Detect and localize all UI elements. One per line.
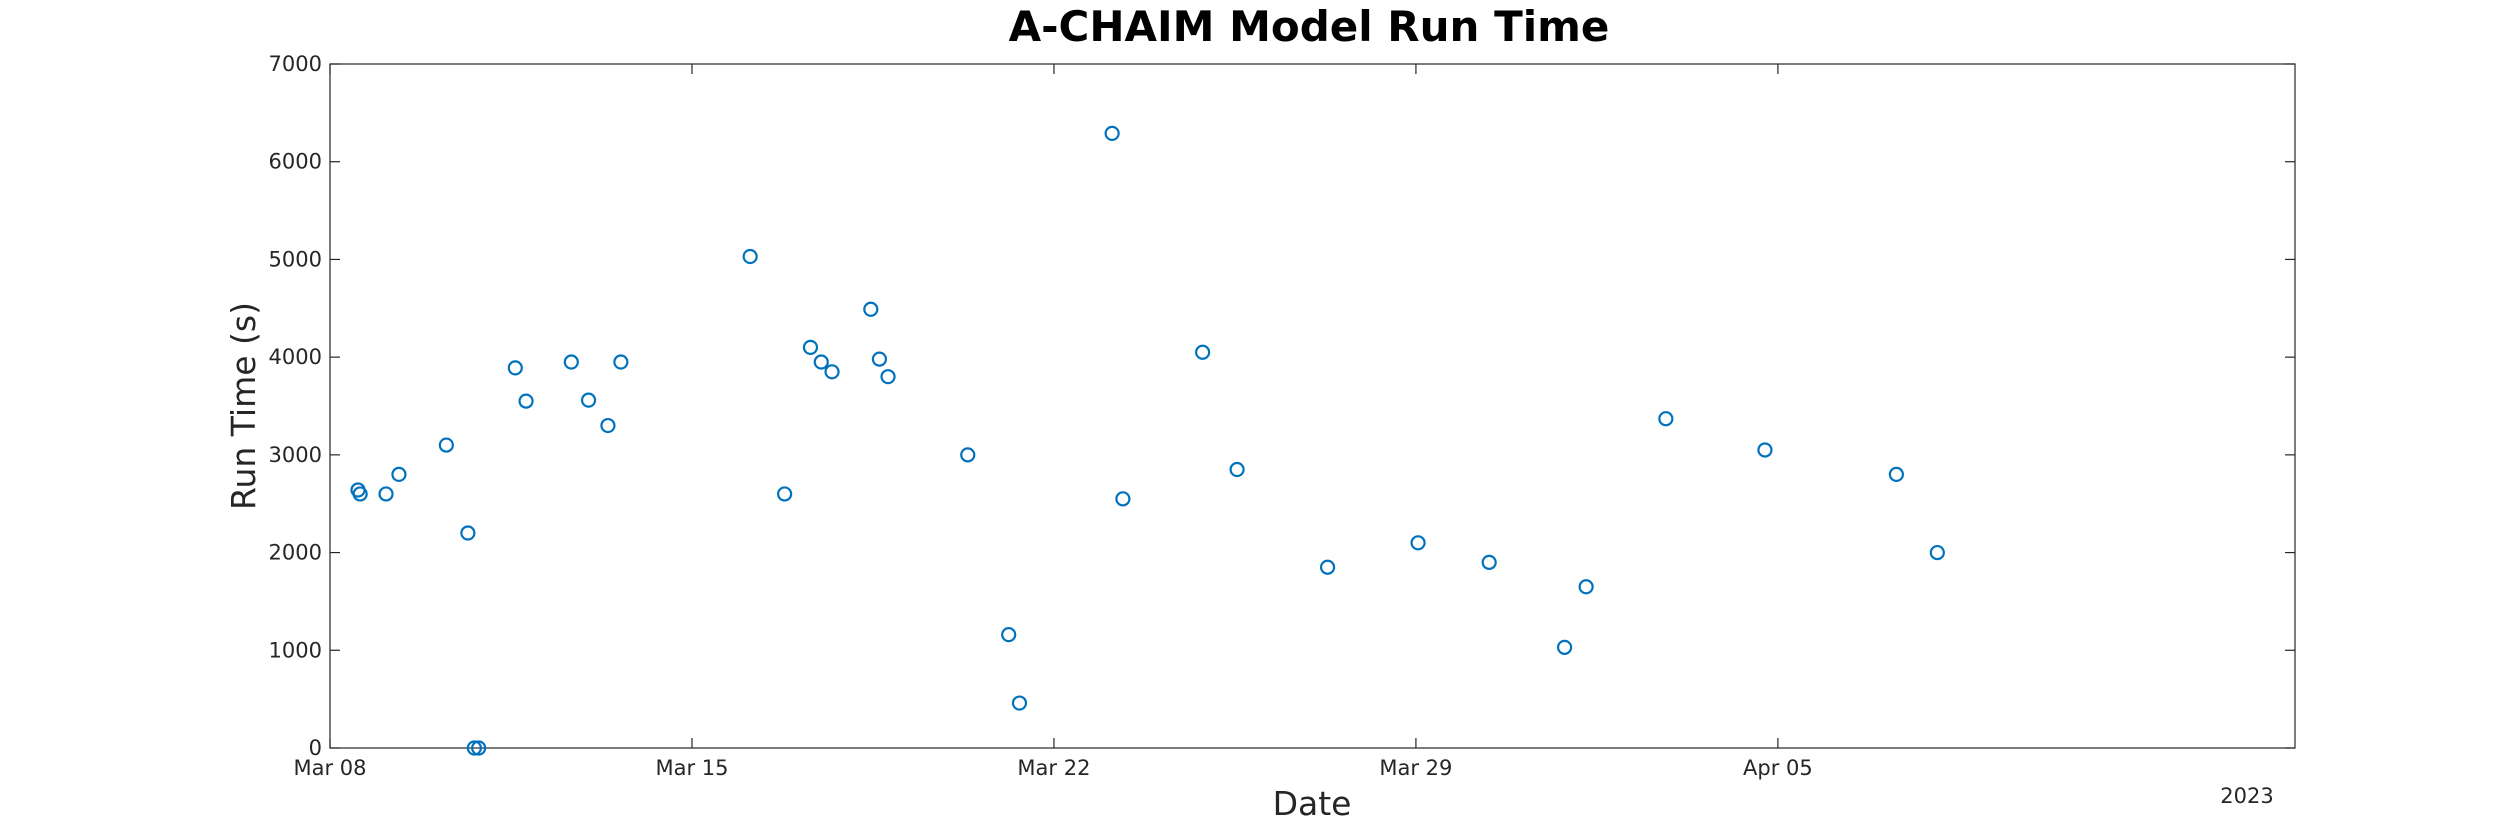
x-axis-label: Date [1273,784,1352,823]
y-tick-label: 4000 [269,345,322,369]
data-point [391,466,407,482]
y-tick-label: 5000 [269,247,322,271]
x-axis-year-label: 2023 [2220,784,2273,808]
y-tick-label: 3000 [269,443,322,467]
data-point [871,351,888,367]
data-point [580,392,597,408]
data-point [1578,579,1594,595]
data-point [960,447,976,463]
chart-title: A-CHAIM Model Run Time [1009,2,1610,51]
data-point [1001,627,1017,643]
data-point [880,369,896,385]
data-point [1104,125,1120,141]
data-point [1481,554,1497,570]
x-tick-label: Mar 29 [1379,756,1452,780]
data-point [1011,695,1028,711]
data-point [1195,344,1211,360]
data-point [1556,639,1573,655]
data-point [518,393,534,409]
x-tick-label: Apr 05 [1743,756,1813,780]
data-point [1115,491,1131,507]
data-point [1888,466,1904,482]
data-point [613,354,629,370]
data-point [1757,442,1773,458]
data-point [1410,535,1426,551]
x-tick-label: Mar 08 [293,756,366,780]
data-point [563,354,579,370]
data-point [352,486,368,502]
data-point [466,740,482,756]
y-tick-label: 2000 [269,541,322,565]
data-point [742,248,758,265]
data-point [1658,411,1674,427]
data-point [378,486,394,502]
data-point [863,301,879,317]
y-tick-label: 1000 [269,638,322,662]
y-axis-ticks: 0 1000 2000 3000 4000 5000 6000 7000 [269,52,2295,760]
x-axis-ticks: Mar 08 Mar 15 Mar 22 Mar 29 Apr 05 [293,64,1813,780]
data-point [802,339,819,355]
plot-frame [329,63,2296,749]
x-tick-label: Mar 22 [1017,756,1090,780]
data-point [1319,559,1336,575]
data-point [471,740,487,756]
data-point [460,525,476,541]
data-point [777,486,793,502]
y-axis-label: Run Time (s) [224,302,263,510]
data-point [1229,461,1245,478]
y-tick-label: 6000 [269,150,322,174]
y-tick-label: 0 [309,736,322,760]
data-point [438,437,454,453]
data-point [813,354,829,370]
data-point [824,364,840,380]
data-point [507,360,523,376]
data-points [350,125,1945,756]
y-tick-label: 7000 [269,52,322,76]
data-point [600,417,616,434]
data-point [1929,544,1945,561]
x-tick-label: Mar 15 [655,756,728,780]
